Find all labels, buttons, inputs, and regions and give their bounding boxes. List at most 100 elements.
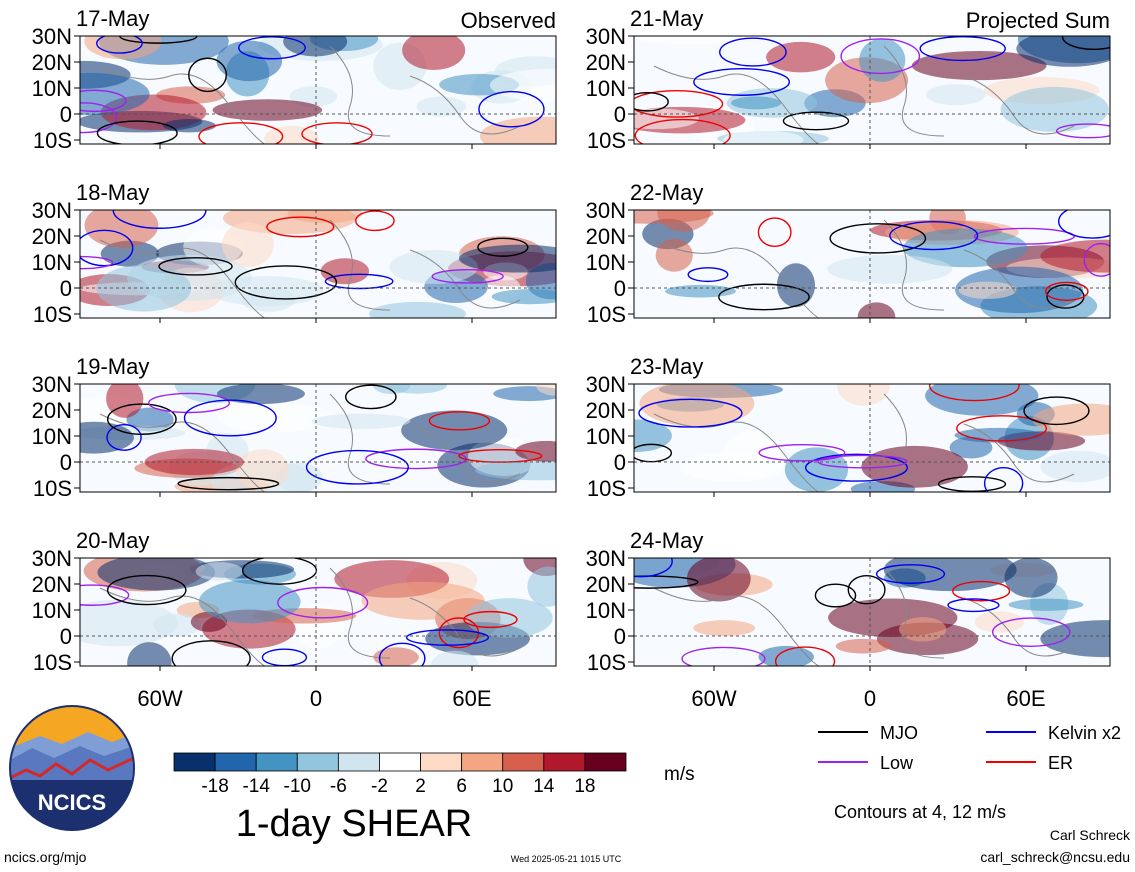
colorbar-label: 10 (492, 776, 513, 797)
panel-date: 19-May (76, 354, 149, 379)
shear-cell (216, 40, 283, 82)
lat-label: 10S (33, 302, 72, 327)
lat-label: 20N (586, 50, 626, 75)
shear-cell (911, 50, 1047, 81)
shear-cell (926, 84, 986, 106)
shear-cell (1004, 558, 1058, 598)
panel-frame (79, 35, 557, 145)
contour-line (983, 466, 1024, 492)
colorbar-label: -2 (371, 776, 388, 797)
map-panel: 23-May (630, 354, 1111, 493)
shear-cell (949, 436, 993, 459)
shear-cell (162, 119, 216, 133)
map-panel: 21-May Projected Sum (630, 6, 1111, 145)
lat-label: 0 (60, 450, 72, 475)
legend-label: ER (1048, 753, 1073, 773)
lat-label: 0 (60, 624, 72, 649)
shear-cell (859, 38, 906, 82)
lat-label: 20N (32, 50, 72, 75)
lat-label: 20N (32, 398, 72, 423)
lat-label: 20N (32, 224, 72, 249)
ncics-logo: NCICS (9, 705, 135, 831)
contour-line (847, 574, 886, 605)
contour-line (345, 384, 397, 410)
shear-cell (1040, 450, 1110, 483)
contour-line (1023, 396, 1090, 426)
lat-label: 30N (32, 24, 72, 49)
shear-cell (212, 99, 323, 121)
panel-date: 22-May (630, 180, 703, 205)
map-panel: 20-May (76, 528, 557, 667)
lat-label: 30N (586, 372, 626, 397)
colorbar-swatch (543, 752, 586, 772)
shear-cell (634, 108, 699, 130)
coastline (883, 219, 945, 311)
lat-label: 10N (32, 424, 72, 449)
colorbar-swatch (214, 752, 257, 772)
panel-frame (633, 35, 1111, 145)
contour-line (238, 36, 306, 60)
shear-cell (475, 460, 556, 481)
panel-frame (633, 383, 1111, 493)
shear-cell (491, 289, 556, 305)
shear-cell (1000, 86, 1109, 132)
panel-date: 18-May (76, 180, 149, 205)
contour-line (875, 564, 946, 584)
column-label: Observed (461, 8, 556, 33)
contour-line (719, 37, 787, 67)
contour-line (148, 392, 230, 414)
panel-date: 20-May (76, 528, 149, 553)
shear-cell (198, 579, 301, 624)
shear-cell (903, 228, 1028, 268)
colorbar-label: -10 (284, 776, 311, 797)
shear-cell (784, 447, 849, 492)
contour-line (106, 403, 177, 435)
panel-frame (79, 557, 557, 667)
shear-cell (1032, 403, 1110, 436)
shear-cell (216, 384, 305, 405)
shear-cell (955, 266, 1084, 314)
coastline (409, 597, 521, 657)
legend-label: Low (880, 753, 914, 773)
shear-cell (686, 558, 751, 602)
footer-email: carl_schreck@ncsu.edu (980, 849, 1130, 865)
contour-line (758, 443, 846, 462)
colorbar-swatch (173, 752, 216, 772)
contour-line (266, 216, 335, 238)
shear-cell (320, 258, 370, 285)
contour-line (171, 640, 251, 666)
lon-label: 60E (452, 686, 491, 711)
panel-date: 23-May (630, 354, 703, 379)
lat-label: 30N (586, 546, 626, 571)
coastline (329, 567, 391, 659)
contour-line (431, 269, 504, 284)
shear-cell (899, 617, 947, 642)
lat-label: 20N (586, 572, 626, 597)
contour-line (956, 415, 1048, 442)
footer-url: ncics.org/mjo (4, 849, 87, 865)
map-panel: 18-May (76, 180, 557, 319)
shear-cell (527, 566, 556, 607)
legend-label: MJO (880, 723, 918, 743)
footer-timestamp: Wed 2025-05-21 1015 UTC (511, 854, 622, 864)
shear-cell (1040, 239, 1110, 273)
lat-label: 10N (586, 598, 626, 623)
panel-date: 17-May (76, 6, 149, 31)
lat-label: 20N (586, 398, 626, 423)
contour-line (889, 220, 979, 251)
contour-line (478, 90, 545, 128)
contour-line (687, 267, 729, 283)
contour-line (634, 443, 673, 463)
legend: MJO Kelvin x2 Low ER (818, 723, 1121, 773)
lat-label: 10S (33, 650, 72, 675)
lat-label: 10S (33, 476, 72, 501)
lat-label: 10N (32, 598, 72, 623)
contour-line (973, 227, 1075, 245)
contour-line (1061, 36, 1110, 51)
shear-cell (731, 96, 782, 110)
contour-line (301, 122, 373, 144)
colorbar-swatch (584, 752, 627, 772)
colorbar: -18 -14 -10 -6 -2 2 6 10 14 18 (173, 752, 627, 797)
contour-line (198, 122, 284, 144)
contour-line (1044, 281, 1089, 301)
